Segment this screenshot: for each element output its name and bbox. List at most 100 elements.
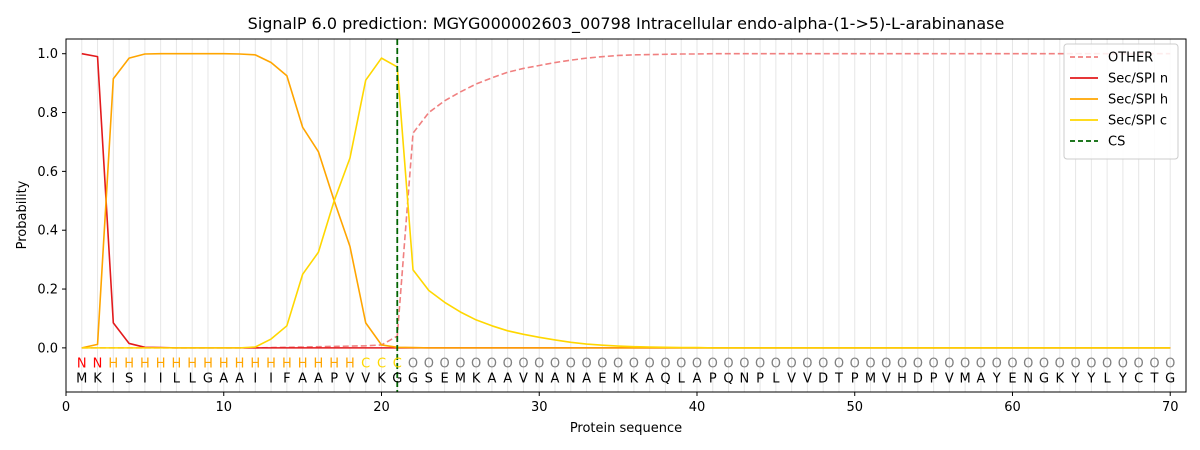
plot-frame [65, 38, 1187, 393]
residue-24: E [440, 371, 448, 386]
region-label-64: O [1070, 357, 1080, 372]
region-label-21: C [393, 357, 402, 372]
residue-67: Y [1118, 371, 1127, 386]
region-label-40: O [692, 357, 702, 372]
residue-22: G [408, 371, 418, 386]
region-label-51: O [865, 357, 875, 372]
residue-14: F [283, 371, 290, 386]
residue-35: M [613, 371, 624, 386]
region-label-19: C [361, 357, 370, 372]
sequence-annotation: NMNKHIHSHIHIHLHLHGHAHAHIHIHFHAHAHPHVCVCK… [76, 357, 1175, 387]
residue-61: N [1023, 371, 1033, 386]
y-tick-label-0: 0.0 [37, 341, 58, 356]
residue-38: Q [660, 371, 670, 386]
region-label-41: O [708, 357, 718, 372]
residue-53: H [897, 371, 907, 386]
region-label-66: O [1102, 357, 1112, 372]
legend-label-2: Sec/SPI h [1108, 93, 1168, 108]
region-label-54: O [913, 357, 923, 372]
residue-60: E [1008, 371, 1016, 386]
region-label-33: O [581, 357, 591, 372]
residue-1: M [76, 371, 87, 386]
region-label-26: O [471, 357, 481, 372]
region-label-16: H [314, 357, 324, 372]
region-label-20: C [377, 357, 386, 372]
series-line-sec-spi-n [81, 52, 1171, 349]
residue-50: P [851, 371, 859, 386]
region-label-38: O [660, 357, 670, 372]
legend-box [1063, 43, 1179, 160]
region-label-25: O [455, 357, 465, 372]
residue-32: N [566, 371, 576, 386]
region-label-60: O [1007, 357, 1017, 372]
region-label-42: O [723, 357, 733, 372]
residue-8: L [189, 371, 197, 386]
region-label-37: O [645, 357, 655, 372]
x-tick-label-20: 20 [373, 400, 390, 415]
region-label-3: H [108, 357, 118, 372]
x-tick-label-40: 40 [689, 400, 706, 415]
residue-46: V [787, 371, 796, 386]
residue-10: A [219, 371, 228, 386]
residue-2: K [93, 371, 102, 386]
residue-56: V [945, 371, 954, 386]
region-label-11: H [235, 357, 245, 372]
x-tick-label-0: 0 [62, 400, 70, 415]
y-tick-label-1: 1.0 [37, 47, 58, 62]
region-label-49: O [834, 357, 844, 372]
y-tick-label-0.6: 0.6 [37, 165, 58, 180]
region-label-53: O [897, 357, 907, 372]
residue-45: L [772, 371, 780, 386]
residue-19: V [361, 371, 370, 386]
legend-label-0: OTHER [1108, 51, 1153, 66]
region-label-58: O [976, 357, 986, 372]
region-label-65: O [1086, 357, 1096, 372]
series-line-sec-spi-c [81, 57, 1171, 349]
residue-70: G [1165, 371, 1175, 386]
residue-28: A [503, 371, 512, 386]
y-tick-label-0.4: 0.4 [37, 224, 58, 239]
x-axis-label: Protein sequence [570, 421, 682, 436]
residue-44: P [756, 371, 764, 386]
region-label-13: H [266, 357, 276, 372]
region-label-32: O [566, 357, 576, 372]
residue-66: L [1104, 371, 1112, 386]
x-axis: 0 10 20 30 40 50 60 70 [62, 392, 1178, 415]
residue-65: Y [1086, 371, 1095, 386]
series-lines [81, 39, 1171, 392]
residue-20: K [377, 371, 386, 386]
region-label-34: O [597, 357, 607, 372]
x-tick-label-10: 10 [215, 400, 232, 415]
y-tick-label-0.8: 0.8 [37, 106, 58, 121]
region-label-44: O [755, 357, 765, 372]
series-line-other [81, 52, 1171, 349]
residue-6: I [159, 371, 163, 386]
region-label-48: O [818, 357, 828, 372]
region-label-2: N [93, 357, 103, 372]
residue-3: I [111, 371, 115, 386]
region-label-9: H [203, 357, 213, 372]
residue-49: T [834, 371, 843, 386]
region-label-45: O [771, 357, 781, 372]
x-tick-label-60: 60 [1004, 400, 1021, 415]
residue-63: K [1056, 371, 1065, 386]
region-label-52: O [881, 357, 891, 372]
region-label-27: O [487, 357, 497, 372]
region-label-18: H [345, 357, 355, 372]
region-label-46: O [787, 357, 797, 372]
residue-25: M [455, 371, 466, 386]
region-label-68: O [1134, 357, 1144, 372]
region-label-35: O [613, 357, 623, 372]
region-label-28: O [503, 357, 513, 372]
residue-40: A [693, 371, 702, 386]
region-label-57: O [960, 357, 970, 372]
residue-27: A [487, 371, 496, 386]
residue-57: M [960, 371, 971, 386]
residue-9: G [203, 371, 213, 386]
residue-23: S [425, 371, 433, 386]
residue-39: L [678, 371, 686, 386]
region-label-23: O [424, 357, 434, 372]
residue-34: E [598, 371, 606, 386]
residue-31: A [551, 371, 560, 386]
residue-33: A [582, 371, 591, 386]
